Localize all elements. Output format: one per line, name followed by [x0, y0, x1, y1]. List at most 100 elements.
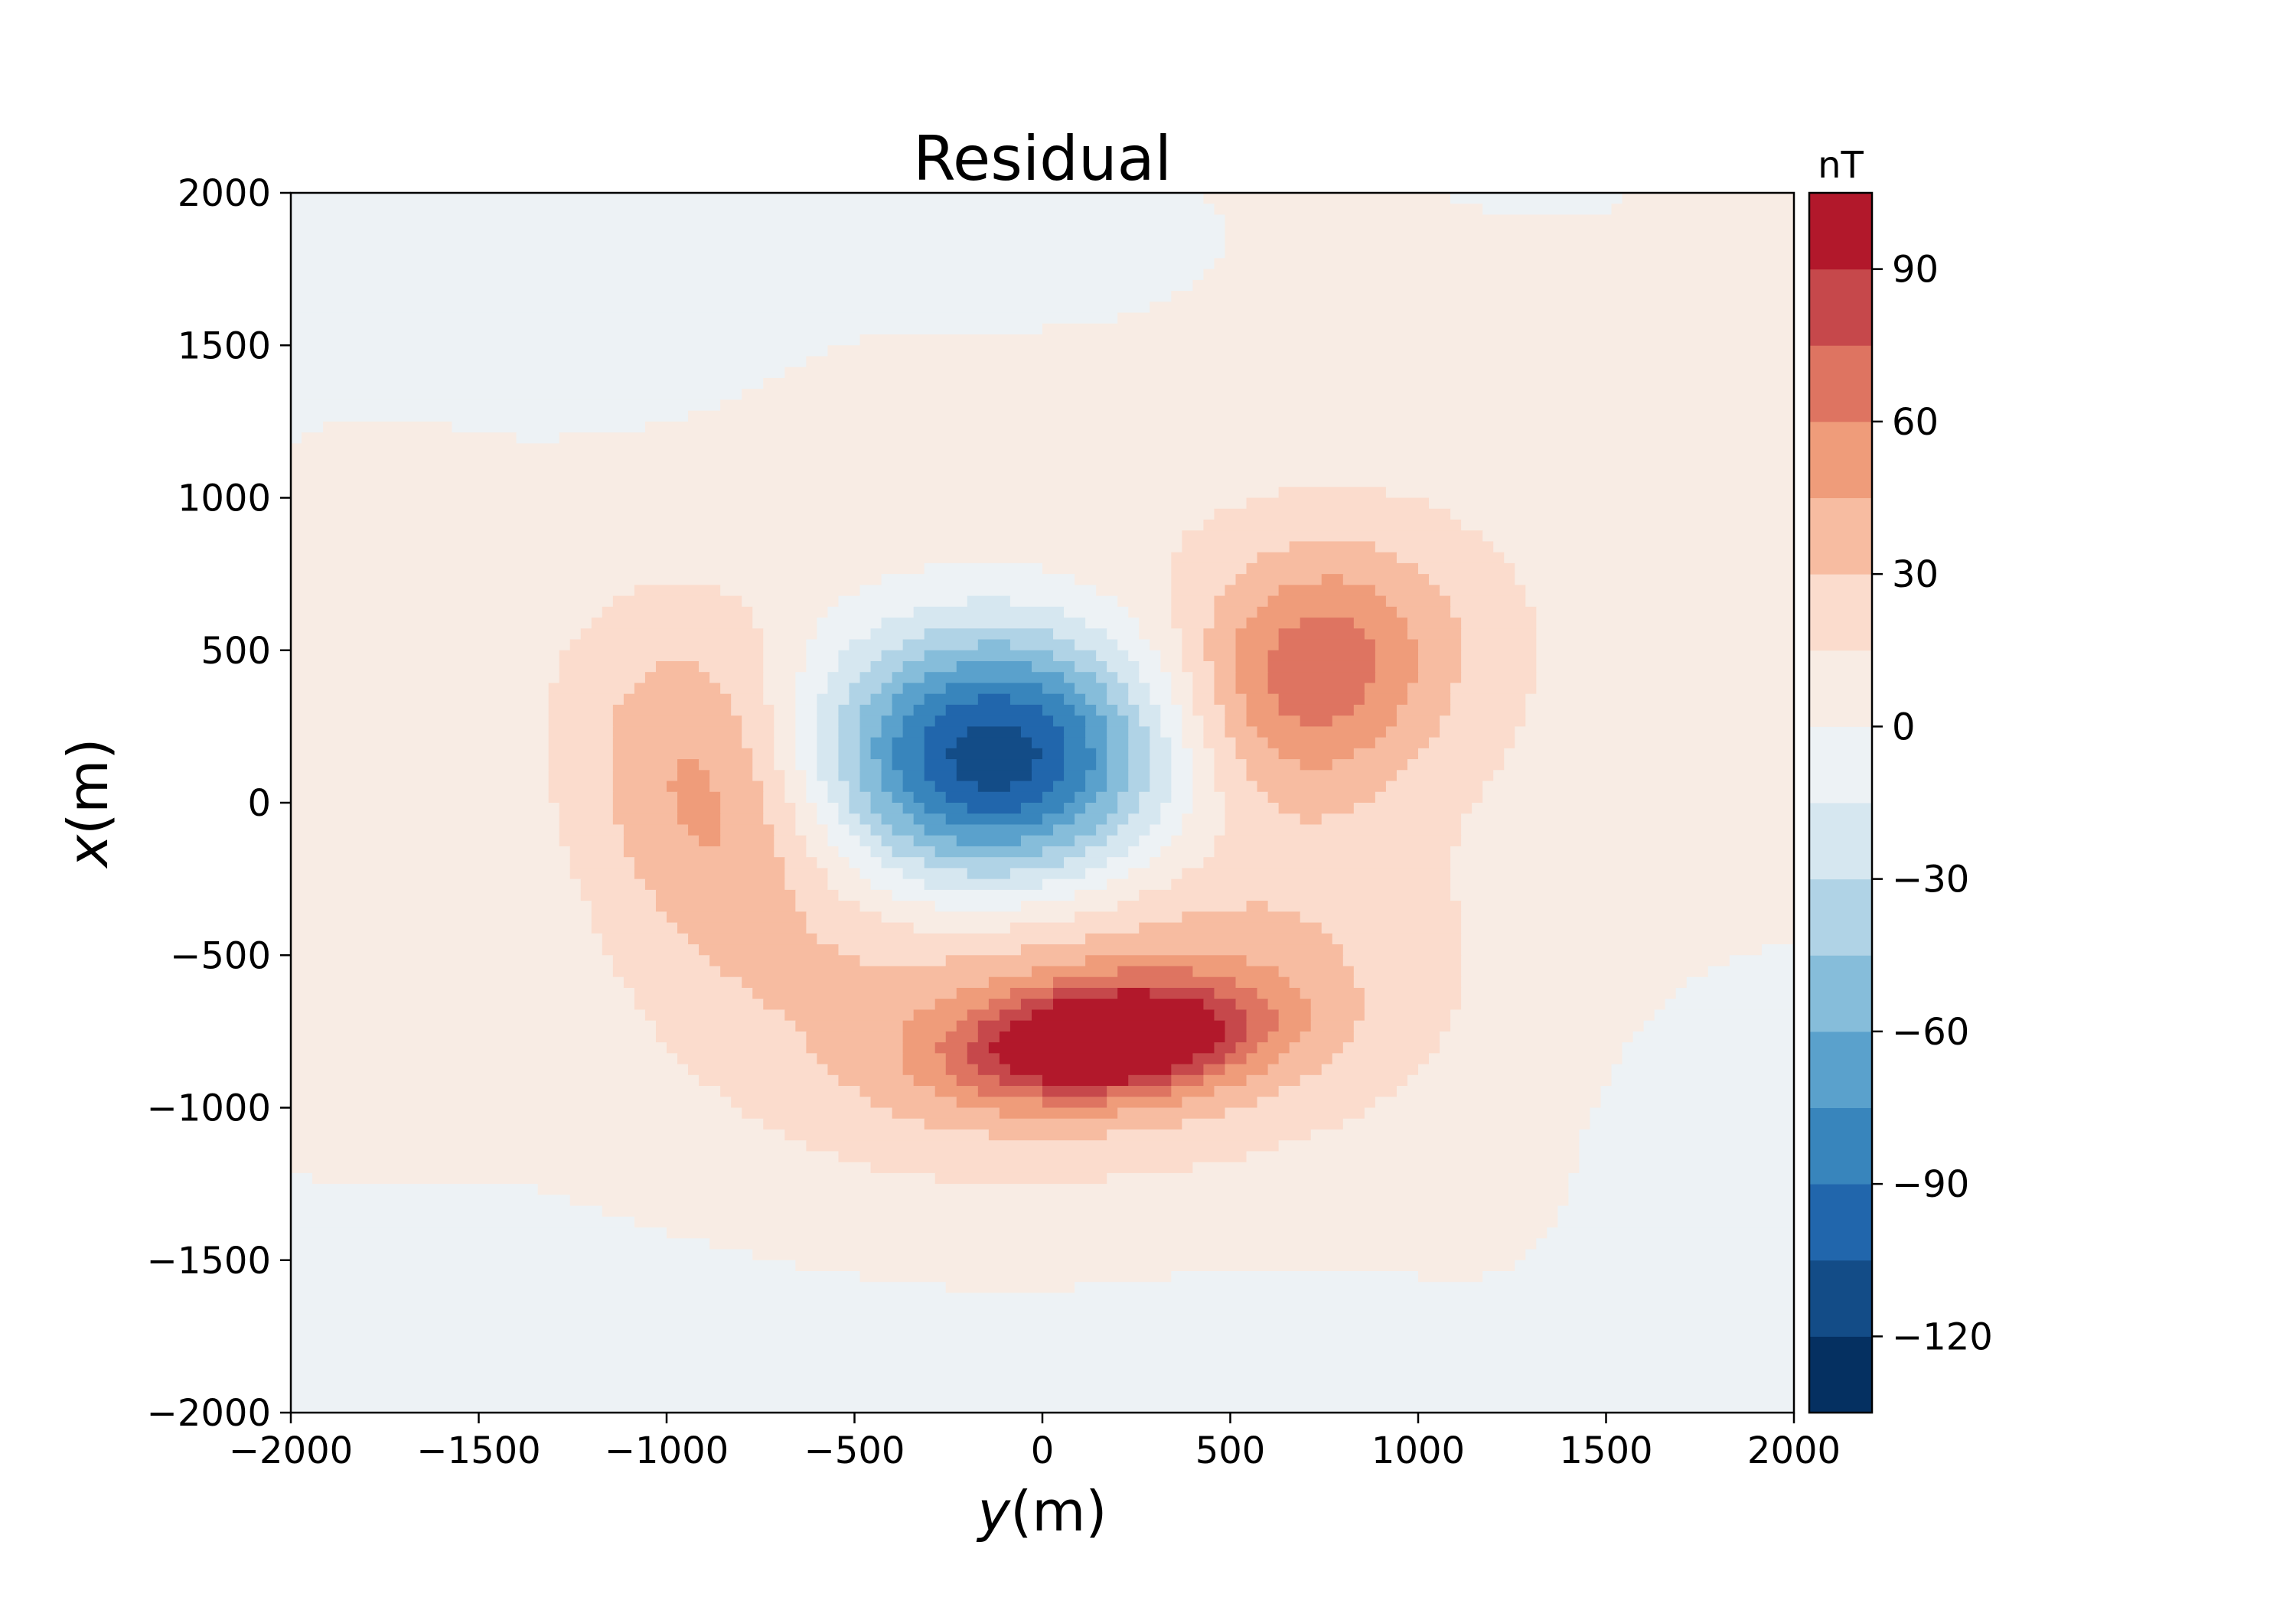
contour-cell — [870, 1097, 957, 1109]
contour-cell — [1128, 813, 1162, 826]
contour-cell — [559, 660, 657, 673]
contour-cell — [1504, 748, 1794, 760]
contour-cell — [1182, 541, 1290, 553]
contour-cell — [902, 868, 968, 880]
contour-cell — [612, 803, 678, 815]
contour-cell — [1171, 683, 1194, 695]
contour-cell — [548, 693, 625, 706]
contour-cell — [1214, 781, 1258, 793]
contour-cell — [1385, 487, 1794, 499]
contour-cell — [1182, 704, 1194, 716]
contour-cell — [1675, 987, 1794, 999]
contour-cell — [1235, 976, 1290, 989]
contour-cell — [291, 933, 603, 945]
contour-cell — [634, 987, 754, 999]
contour-cell — [1225, 225, 1794, 237]
contour-cell — [291, 1260, 797, 1272]
contour-cell — [892, 737, 925, 749]
contour-cell — [1182, 911, 1301, 924]
contour-cell — [1257, 552, 1397, 564]
x-tick-label: −1000 — [605, 1429, 729, 1472]
contour-cell — [827, 1064, 904, 1076]
contour-cell — [1267, 650, 1376, 662]
contour-cell — [881, 813, 915, 826]
contour-cell — [1064, 726, 1086, 738]
contour-cell — [977, 639, 1011, 651]
colorbar — [1809, 193, 1872, 1413]
contour-cell — [1214, 835, 1462, 847]
contour-cell — [323, 421, 453, 433]
contour-cell — [291, 508, 1215, 520]
contour-cell — [1429, 574, 1516, 586]
contour-cell — [827, 835, 861, 847]
contour-cell — [1009, 922, 1140, 934]
contour-cell — [1160, 803, 1194, 815]
contour-cell — [881, 835, 915, 847]
contour-cell — [1203, 726, 1226, 738]
contour-cell — [1557, 1216, 1794, 1228]
contour-cell — [537, 1184, 1570, 1196]
contour-cell — [1009, 1064, 1172, 1076]
contour-cell — [1160, 650, 1183, 662]
contour-cell — [1171, 759, 1194, 771]
contour-cell — [1364, 683, 1408, 695]
contour-cell — [881, 715, 904, 728]
contour-cell — [1450, 595, 1527, 608]
contour-cell — [1150, 770, 1172, 782]
contour-cell — [924, 759, 957, 771]
contour-cell — [1267, 1064, 1322, 1076]
x-tick-label: −500 — [804, 1429, 905, 1472]
contour-cell — [1214, 618, 1247, 630]
contour-cell — [312, 1172, 936, 1185]
contour-cell — [1353, 618, 1408, 630]
contour-cell — [945, 1031, 979, 1043]
contour-cell — [870, 693, 893, 706]
contour-cell — [1353, 803, 1473, 815]
contour-cell — [559, 803, 614, 815]
contour-cell — [913, 606, 1065, 618]
contour-cell — [1461, 966, 1709, 978]
contour-cell — [902, 660, 957, 673]
contour-cell — [859, 835, 882, 847]
contour-cell — [1085, 726, 1107, 738]
contour-cell — [291, 1238, 710, 1250]
contour-cell — [913, 813, 947, 826]
contour-cell — [291, 683, 550, 695]
contour-cell — [881, 911, 1075, 924]
contour-cell — [752, 759, 775, 771]
contour-cell — [1396, 552, 1505, 564]
contour-cell — [1429, 737, 1516, 749]
contour-cell — [1310, 1129, 1580, 1141]
contour-cell — [924, 562, 1043, 575]
contour-cell — [580, 889, 657, 901]
contour-cell — [849, 683, 882, 695]
contour-cell — [892, 748, 925, 760]
contour-cell — [291, 1009, 646, 1022]
contour-cell — [1107, 770, 1130, 782]
contour-cell — [870, 878, 925, 891]
contour-cell — [956, 835, 1022, 847]
contour-cell — [1064, 857, 1107, 869]
contour-cell — [559, 835, 625, 847]
contour-cell — [291, 748, 550, 760]
contour-cell — [1278, 628, 1365, 641]
contour-cell — [1461, 672, 1538, 684]
colorbar-band — [1809, 574, 1872, 651]
contour-cell — [1407, 759, 1505, 771]
contour-cell — [1536, 628, 1794, 641]
contour-cell — [580, 628, 765, 641]
x-tick-label: 2000 — [1747, 1429, 1841, 1472]
contour-cell — [1214, 683, 1237, 695]
contour-cell — [720, 835, 775, 847]
colorbar-tick-label: −30 — [1892, 859, 1969, 901]
contour-cell — [291, 803, 560, 815]
contour-cell — [667, 1042, 807, 1054]
contour-cell — [1450, 606, 1538, 618]
contour-cell — [1214, 693, 1247, 706]
contour-cell — [291, 1074, 700, 1087]
contour-cell — [892, 846, 936, 858]
contour-cell — [1461, 519, 1794, 531]
contour-cell — [881, 857, 925, 869]
contour-cell — [1117, 987, 1151, 999]
contour-cell — [934, 1172, 1107, 1185]
